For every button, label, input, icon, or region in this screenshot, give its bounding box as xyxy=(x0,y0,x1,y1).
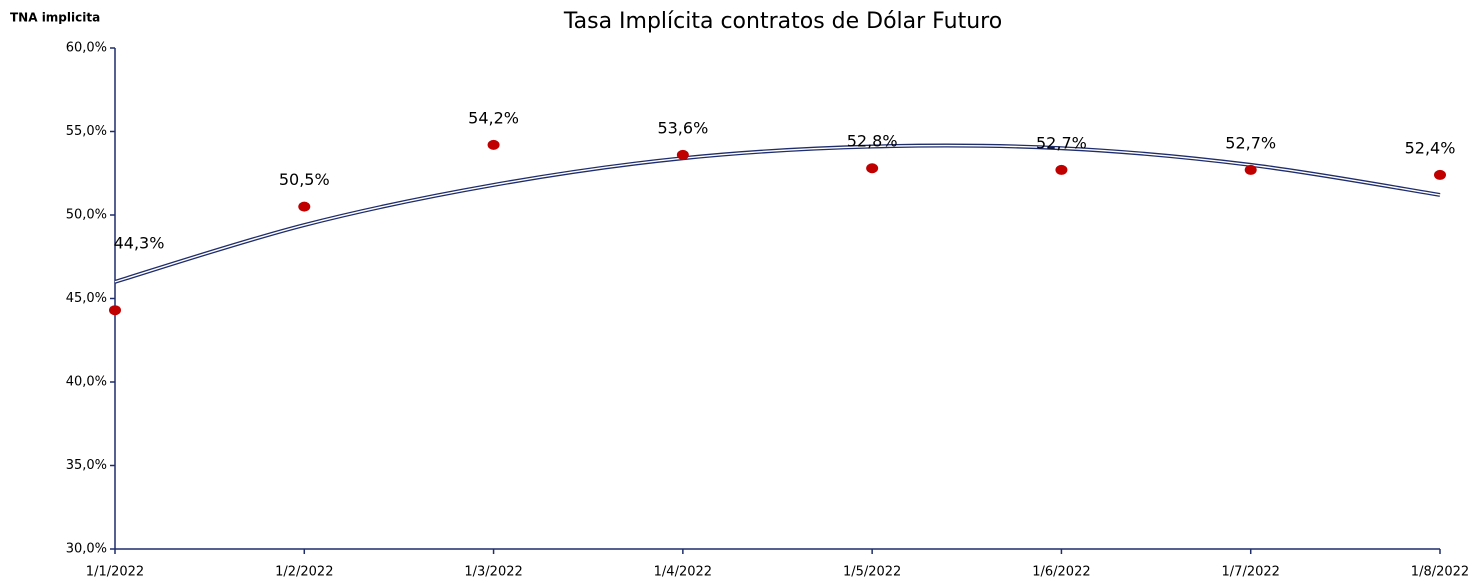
trendline-inner xyxy=(114,144,1441,283)
point xyxy=(298,201,311,212)
y-tick-label: 35,0% xyxy=(66,458,107,473)
point xyxy=(676,149,689,160)
x-tick-label: 1/4/2022 xyxy=(654,565,712,580)
data-label: 50,5% xyxy=(279,170,330,189)
trendline xyxy=(114,143,1441,284)
chart-title: Tasa Implícita contratos de Dólar Futuro xyxy=(563,9,1002,34)
data-label: 53,6% xyxy=(657,118,708,137)
y-tick-label: 40,0% xyxy=(66,375,107,390)
x-tick-label: 1/8/2022 xyxy=(1411,565,1469,580)
x-tick-label: 1/7/2022 xyxy=(1222,565,1280,580)
data-label: 52,7% xyxy=(1036,133,1087,152)
y-tick-label: 50,0% xyxy=(66,208,107,223)
point xyxy=(1055,164,1068,175)
data-label: 52,8% xyxy=(847,132,898,151)
point xyxy=(1244,164,1257,175)
data-label: 52,4% xyxy=(1405,138,1456,157)
data-label: 54,2% xyxy=(468,108,519,127)
y-axis-label: TNA implicita xyxy=(10,11,100,25)
y-tick-label: 60,0% xyxy=(66,41,107,56)
y-tick-label: 55,0% xyxy=(66,124,107,139)
point xyxy=(1434,169,1446,180)
y-tick-label: 30,0% xyxy=(66,542,107,557)
x-tick-label: 1/5/2022 xyxy=(843,565,901,580)
point xyxy=(109,305,121,316)
point xyxy=(487,139,500,150)
x-tick-label: 1/1/2022 xyxy=(86,565,144,580)
x-tick-label: 1/2/2022 xyxy=(275,565,333,580)
data-label: 52,7% xyxy=(1225,133,1276,152)
point xyxy=(866,163,879,174)
x-tick-label: 1/6/2022 xyxy=(1032,565,1090,580)
y-tick-label: 45,0% xyxy=(66,291,107,306)
x-tick-label: 1/3/2022 xyxy=(464,565,522,580)
data-label: 44,3% xyxy=(114,234,165,253)
